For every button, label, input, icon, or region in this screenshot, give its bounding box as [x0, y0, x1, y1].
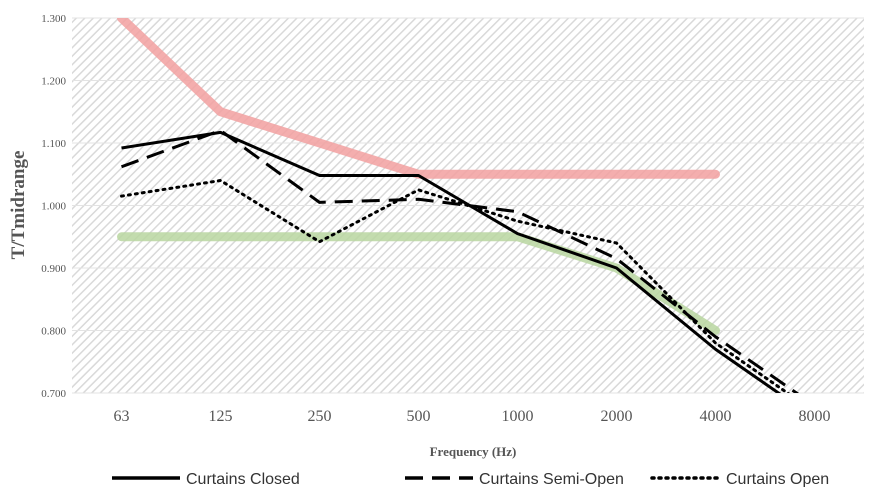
x-tick-label: 125 — [209, 408, 233, 425]
y-axis-title: T/Tmidrange — [8, 151, 29, 260]
x-tick-label: 8000 — [799, 408, 831, 425]
y-gridlines — [72, 17, 864, 394]
legend: Curtains Closed Curtains Semi-Open Curtain… — [112, 471, 829, 487]
y-tick-label: 1.100 — [41, 138, 66, 150]
y-tick-label: 0.700 — [41, 388, 66, 400]
y-tick-label: 0.900 — [41, 263, 66, 275]
x-tick-label: 250 — [308, 408, 332, 425]
x-tick-label: 2000 — [601, 408, 633, 425]
x-axis-title: Frequency (Hz) — [430, 444, 517, 459]
y-tick-label: 1.000 — [41, 201, 66, 213]
x-tick-labels: 63 125 250 500 1000 2000 4000 8000 — [114, 408, 831, 425]
y-tick-label: 0.800 — [41, 326, 66, 338]
series-line-1 — [120, 129, 800, 393]
x-tick-label: 4000 — [700, 408, 732, 425]
legend-label-1: Curtains Semi-Open — [479, 471, 624, 487]
series-line-2 — [120, 179, 791, 393]
y-tick-label: 1.300 — [41, 13, 66, 25]
x-tick-label: 1000 — [502, 408, 534, 425]
x-tick-label: 63 — [114, 408, 130, 425]
legend-label-2: Curtains Open — [726, 471, 829, 487]
legend-label-0: Curtains Closed — [186, 471, 300, 487]
x-tick-label: 500 — [407, 408, 431, 425]
y-tick-labels: 0.700 0.800 0.900 1.000 1.100 1.200 1.300 — [41, 13, 66, 400]
y-tick-label: 1.200 — [41, 76, 66, 88]
data-series — [120, 129, 800, 393]
